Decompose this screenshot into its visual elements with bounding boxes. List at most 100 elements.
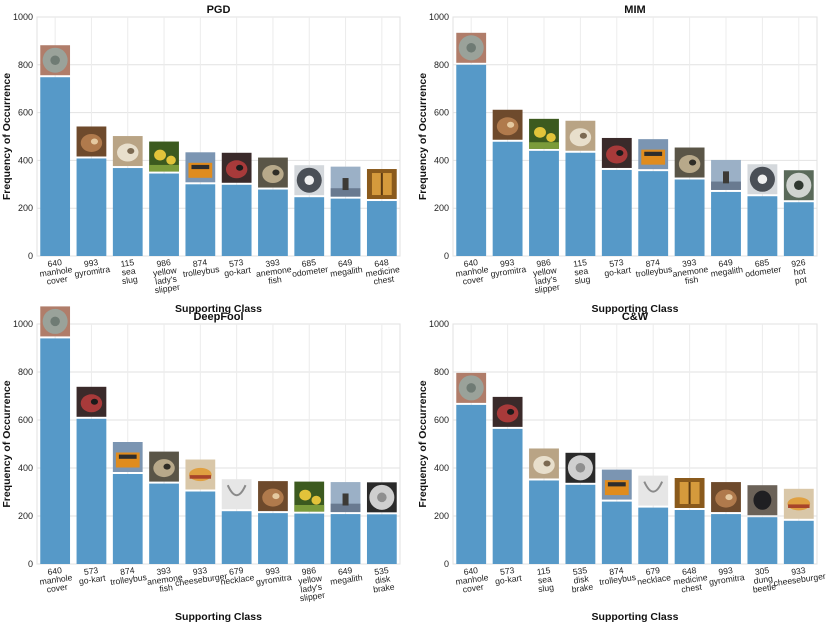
x-tick-label-line: 573	[499, 565, 515, 577]
x-axis-label: Supporting Class	[592, 611, 679, 623]
bar	[258, 513, 288, 564]
bar	[40, 338, 71, 564]
x-tick-label-line: 535	[374, 565, 390, 577]
x-tick-label-line: trolleybus	[182, 264, 220, 279]
x-tick-label: 649megalith	[328, 564, 363, 587]
y-tick-label: 400	[434, 463, 449, 473]
chart-title: C&W	[622, 311, 649, 323]
bar	[638, 171, 669, 256]
x-tick-label-line: 993	[499, 257, 515, 269]
x-tick-label: 393anemonefish	[145, 564, 184, 596]
bar	[330, 514, 361, 564]
y-tick-label: 600	[18, 415, 33, 425]
x-axis-label: Supporting Class	[175, 611, 262, 623]
x-tick-label: 649megalith	[709, 256, 744, 279]
x-tick-label-line: sea	[537, 574, 552, 586]
bar	[185, 491, 216, 564]
x-tick-label-line: go-kart	[78, 573, 106, 587]
thumbnail-slug	[112, 136, 143, 167]
x-tick-label-line: 305	[754, 565, 770, 577]
chart-panel-3: 0 200 400 600 800 1000 C&W Frequency of Occurre…	[417, 311, 826, 623]
x-tick-label-line: brake	[571, 582, 594, 595]
x-tick-label-line: disk	[573, 573, 590, 585]
x-tick-label-line: 986	[301, 565, 317, 577]
x-tick-label-line: manhole	[39, 572, 73, 587]
x-tick-label-line: 393	[265, 257, 281, 269]
x-tick-label-line: 640	[47, 257, 63, 269]
y-axis-label: Frequency of Occurrence	[417, 73, 429, 200]
x-tick-label-line: cover	[462, 274, 484, 287]
y-tick-label: 400	[18, 463, 33, 473]
thumbnail-manhole	[456, 32, 487, 63]
x-tick-label-line: cover	[46, 582, 68, 595]
bar	[565, 152, 596, 256]
x-tick-label-line: 685	[301, 257, 317, 269]
thumbnail-kart	[221, 152, 252, 183]
y-tick-label: 400	[18, 155, 33, 165]
x-tick-label-line: lady's	[300, 582, 323, 595]
y-axis-label: Frequency of Occurrence	[417, 380, 429, 507]
x-tick-label: 573go-kart	[493, 564, 523, 586]
x-tick-label-line: 874	[609, 565, 625, 577]
x-tick-label-line: 573	[228, 257, 244, 269]
y-tick-label: 0	[28, 559, 33, 569]
x-tick-label-line: anemone	[255, 264, 292, 279]
thumbnail-fish	[674, 147, 705, 178]
x-tick-label: 573go-kart	[602, 256, 632, 278]
x-axis-label: Supporting Class	[175, 303, 262, 315]
thumbnail-manhole	[40, 306, 71, 337]
thumbnail-burger	[783, 488, 814, 519]
x-tick-label-line: 874	[120, 565, 136, 577]
x-tick-label-line: pot	[794, 274, 808, 286]
x-tick-label-line: 679	[645, 565, 661, 577]
x-tick-label-line: 649	[337, 257, 353, 269]
thumbnail-bus	[112, 442, 143, 472]
bar	[76, 158, 107, 256]
bar	[221, 511, 252, 564]
y-tick-label: 200	[434, 511, 449, 521]
x-tick-label-line: slipper	[154, 282, 181, 295]
x-tick-label-line: 649	[337, 565, 353, 577]
x-tick-label-line: 933	[791, 565, 807, 577]
x-tick-label-line: 986	[156, 257, 172, 269]
x-tick-label-line: manhole	[455, 264, 489, 279]
y-tick-label: 800	[18, 60, 33, 70]
x-tick-label-line: fish	[684, 274, 699, 286]
chart-panel-1: 0 200 400 600 800 1000 MIM Frequency of Occurre…	[417, 4, 818, 315]
x-tick-label-line: medicine	[673, 572, 709, 587]
y-tick-label: 0	[444, 559, 449, 569]
chart-panel-2: 0 200 400 600 800 1000 DeepFool Frequency of Oc…	[1, 306, 401, 623]
thumbnail-fish	[149, 451, 179, 482]
x-tick-label-line: megalith	[330, 264, 364, 278]
x-tick-label-line: hot	[793, 266, 807, 278]
x-tick-label-line: beetle	[752, 581, 777, 594]
x-tick-label-line: 640	[463, 565, 479, 577]
x-tick-label: 993gyromitra	[73, 256, 111, 279]
x-tick-label: 573go-kart	[77, 564, 107, 586]
x-tick-label-line: slipper	[299, 590, 326, 603]
x-tick-label-line: trolleybus	[110, 572, 148, 587]
bar	[40, 77, 71, 256]
thumbnail-fish	[258, 157, 288, 188]
bar	[711, 514, 741, 564]
x-tick-label-line: disk	[374, 573, 391, 585]
x-tick-label-line: 874	[645, 257, 661, 269]
y-tick-label: 200	[18, 203, 33, 213]
x-tick-label-line: 926	[791, 257, 807, 269]
y-tick-label: 400	[434, 155, 449, 165]
x-tick-label-line: chest	[373, 274, 395, 287]
x-tick-label-line: 648	[374, 257, 390, 269]
x-tick-label: 685odometer	[743, 256, 782, 279]
x-tick-label-line: megalith	[710, 264, 744, 278]
thumbnail-flower	[294, 481, 325, 512]
chart-panel-0: 0 200 400 600 800 1000 PGD Frequency of Occurre…	[1, 4, 401, 315]
thumbnail-burger	[185, 459, 216, 490]
x-tick-label: 933cheeseburger	[772, 562, 827, 588]
x-tick-label-line: sea	[574, 266, 589, 278]
y-axis-label: Frequency of Occurrence	[1, 73, 13, 200]
bar	[747, 196, 778, 256]
x-tick-label: 649megalith	[328, 256, 363, 279]
x-tick-label-line: 573	[83, 565, 99, 577]
